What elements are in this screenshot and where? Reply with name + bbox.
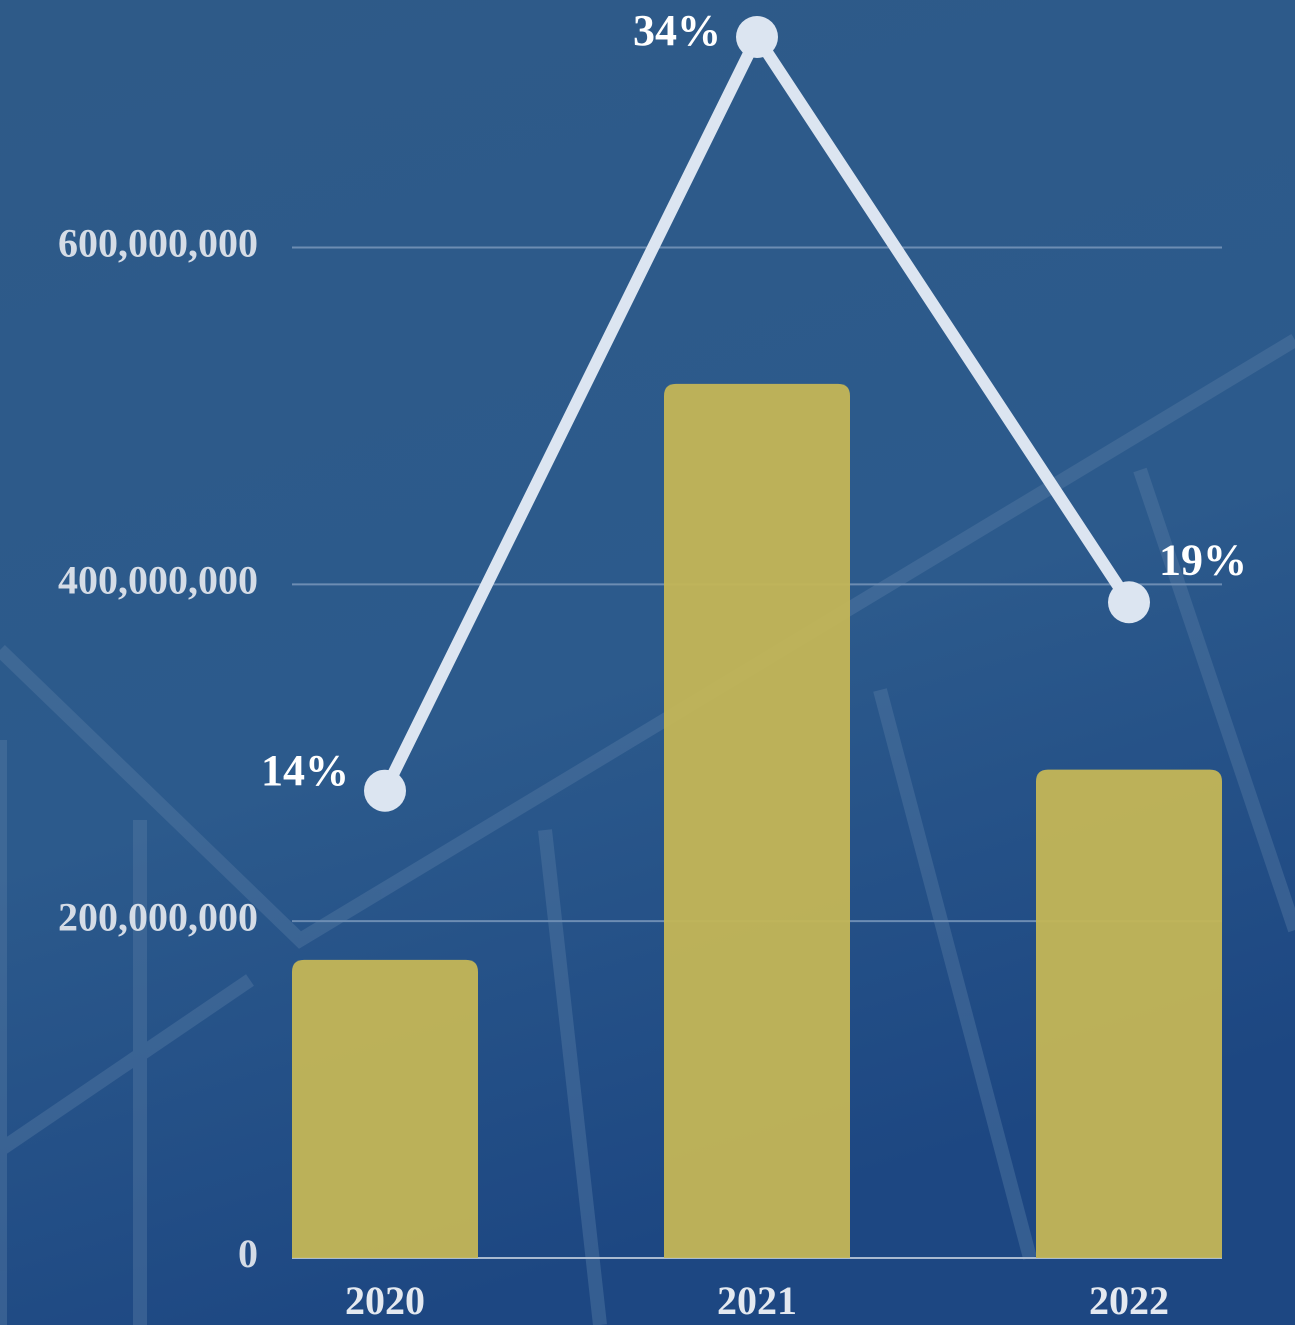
line-point bbox=[364, 769, 406, 812]
data-label: 34% bbox=[633, 6, 721, 55]
data-label: 14% bbox=[261, 746, 349, 795]
y-tick-label: 200,000,000 bbox=[58, 894, 258, 939]
line-point bbox=[736, 16, 778, 58]
background-structure bbox=[0, 334, 1295, 1325]
line-point bbox=[1108, 581, 1150, 624]
data-label: 19% bbox=[1159, 535, 1247, 584]
bar bbox=[1036, 769, 1222, 1258]
y-tick-label: 600,000,000 bbox=[58, 221, 258, 266]
x-tick-label: 2020 bbox=[345, 1278, 425, 1323]
x-tick-label: 2021 bbox=[717, 1278, 797, 1323]
y-tick-label: 400,000,000 bbox=[58, 558, 258, 603]
bar bbox=[664, 383, 850, 1259]
x-tick-label: 2022 bbox=[1089, 1278, 1169, 1323]
y-tick-label: 0 bbox=[238, 1231, 258, 1276]
bar bbox=[292, 959, 478, 1258]
